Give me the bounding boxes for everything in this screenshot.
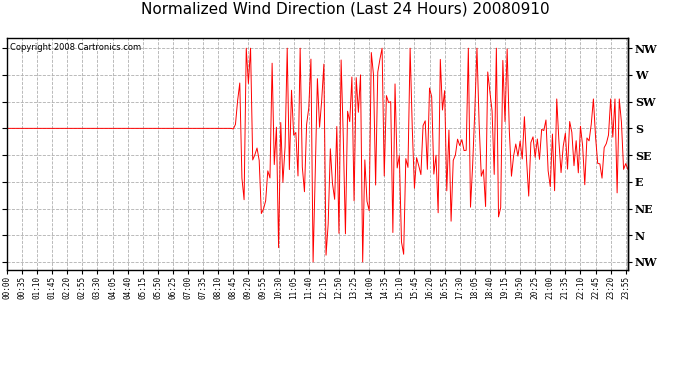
Text: Copyright 2008 Cartronics.com: Copyright 2008 Cartronics.com: [10, 44, 141, 52]
Text: Normalized Wind Direction (Last 24 Hours) 20080910: Normalized Wind Direction (Last 24 Hours…: [141, 2, 549, 17]
